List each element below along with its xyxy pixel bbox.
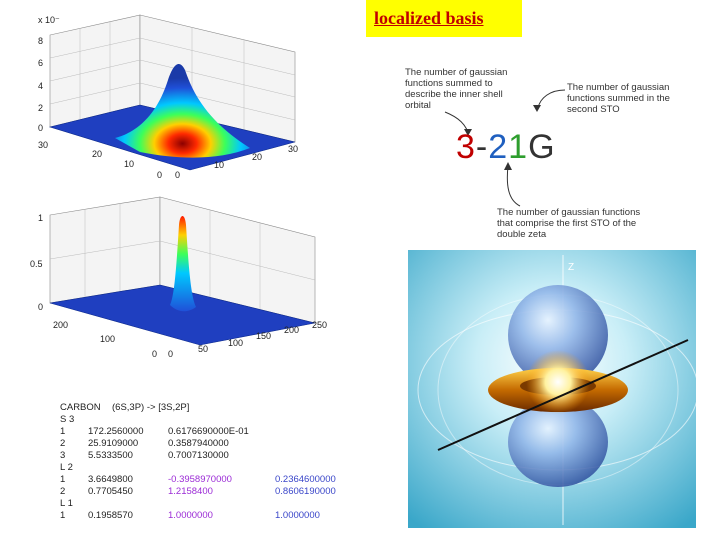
x-tick: 150 [256, 331, 271, 341]
x-tick: 0 [168, 349, 173, 359]
basis-part: 2 [488, 128, 509, 166]
z-tick: 1 [38, 213, 43, 223]
z-tick: 8 [38, 36, 43, 46]
center-glow [526, 350, 590, 414]
table-section-label: S 3 [60, 414, 75, 425]
z-tick: 0 [38, 302, 43, 312]
table-row: 2 25.9109000 0.3587940000 [60, 438, 229, 449]
z-tick: 0 [38, 123, 43, 133]
gaussian-peak [115, 64, 250, 158]
table-row: 1 172.2560000 0.6176690000E-01 [60, 426, 249, 437]
basis-part: G [528, 128, 556, 166]
x-tick: 100 [228, 338, 243, 348]
arrow-first-sto [506, 165, 521, 207]
basis-part: - [475, 128, 489, 166]
annotation-second-sto: The number of gaussian functions summed … [567, 82, 670, 115]
x-tick: 10 [214, 160, 224, 170]
y-tick: 0 [157, 170, 162, 180]
sharp-gaussian-surface-plot: 1 0.5 0 200 100 0 0 50 100 150 200 250 [30, 196, 327, 359]
surface-floor [49, 284, 316, 346]
title-banner: localized basis [366, 0, 522, 37]
annotation-first-sto: The number of gaussian functions that co… [497, 207, 641, 240]
orbital-illustration: Z [408, 250, 696, 528]
table-row: 3 5.5333500 0.7007130000 [60, 450, 229, 461]
basis-part: 1 [508, 128, 529, 166]
z-tick: 2 [38, 103, 43, 113]
x-tick: 50 [198, 344, 208, 354]
z-axis-label: Z [568, 262, 574, 273]
basis-part: 3 [456, 128, 476, 166]
y-tick: 10 [124, 159, 134, 169]
x-tick: 250 [312, 320, 327, 330]
annotation-arrows [444, 89, 566, 207]
table-header: CARBON (6S,3P) -> [3S,2P] [60, 402, 190, 413]
y-tick: 0 [152, 349, 157, 359]
x-tick: 200 [284, 325, 299, 335]
broad-gaussian-surface-plot: x 10⁻ 8 6 4 2 0 30 20 10 0 0 10 20 30 [38, 14, 298, 180]
y-tick: 20 [92, 149, 102, 159]
x-tick: 0 [175, 170, 180, 180]
x-tick: 20 [252, 152, 262, 162]
annotation-inner-shell: The number of gaussian functions summed … [405, 67, 508, 111]
z-tick: 6 [38, 58, 43, 68]
z-tick: 0.5 [30, 259, 43, 269]
table-row: 1 3.6649800 -0.3958970000 0.2364600000 [60, 474, 336, 485]
basis-set-table: CARBON (6S,3P) -> [3S,2P] S 3 1 172.2560… [60, 402, 360, 522]
lower-lobe [508, 397, 608, 487]
table-row: 1 0.1958570 1.0000000 1.0000000 [60, 510, 320, 521]
basis-set-label: 3-21G [456, 128, 556, 167]
slide-title: localized basis [374, 8, 484, 28]
y-tick: 200 [53, 320, 68, 330]
table-row: 2 0.7705450 1.2158400 0.8606190000 [60, 486, 336, 497]
z-exponent-label: x 10⁻ [38, 15, 60, 25]
arrow-second-sto [537, 89, 566, 109]
y-tick: 100 [100, 334, 115, 344]
x-axis-rod [437, 339, 689, 451]
z-tick: 4 [38, 81, 43, 91]
y-tick: 30 [38, 140, 48, 150]
table-section-label: L 1 [60, 498, 73, 509]
gridlines [49, 22, 296, 130]
upper-lobe [508, 285, 608, 385]
table-section-label: L 2 [60, 462, 73, 473]
gaussian-spike [170, 216, 196, 312]
x-tick: 30 [288, 144, 298, 154]
